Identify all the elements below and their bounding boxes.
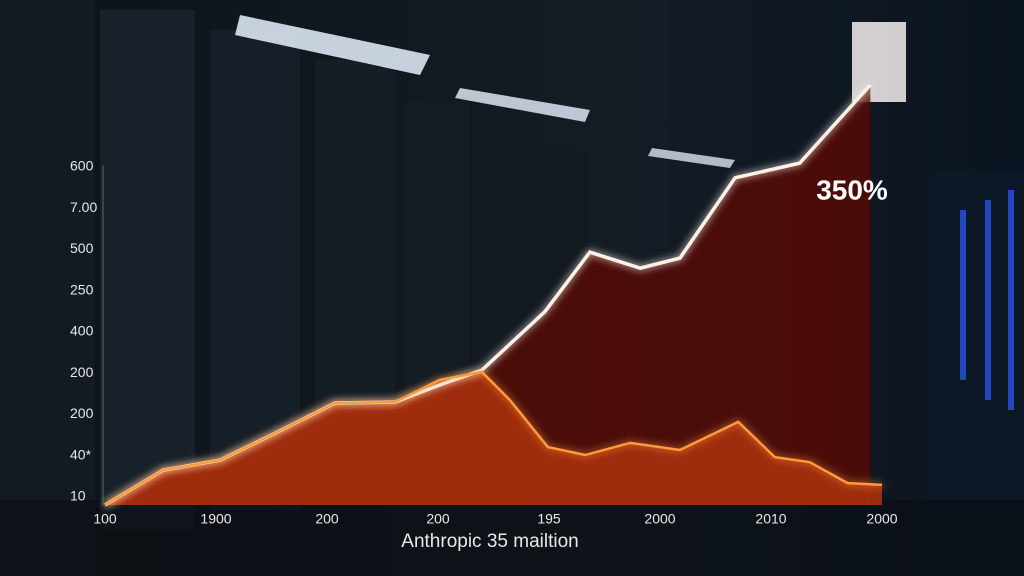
- x-tick-label: 195: [537, 511, 561, 527]
- y-tick-label: 10: [70, 488, 86, 504]
- y-tick-label: 7.00: [70, 199, 97, 215]
- y-tick-label: 200: [70, 364, 94, 380]
- annotation: 350%: [816, 174, 888, 205]
- x-tick-label: 200: [426, 511, 450, 527]
- area: [105, 85, 871, 505]
- x-tick-label: 100: [93, 511, 117, 527]
- line: [104, 370, 883, 507]
- y-tick-label: 400: [70, 323, 94, 339]
- y-tick-label: 250: [70, 281, 94, 297]
- x-tick-label: 2000: [866, 511, 897, 527]
- x-tick-label: 1900: [200, 511, 231, 527]
- area: [105, 371, 882, 505]
- x-tick-label: 2010: [755, 511, 786, 527]
- y-tick-label: 600: [70, 158, 94, 174]
- y-tick-label: 500: [70, 240, 94, 256]
- x-axis-label: Anthropic 35 mailtion: [401, 531, 578, 552]
- y-tick-label: 200: [70, 405, 94, 421]
- x-tick-label: 2000: [644, 511, 675, 527]
- y-tick-label: 40*: [70, 446, 92, 462]
- x-tick-label: 200: [315, 511, 339, 527]
